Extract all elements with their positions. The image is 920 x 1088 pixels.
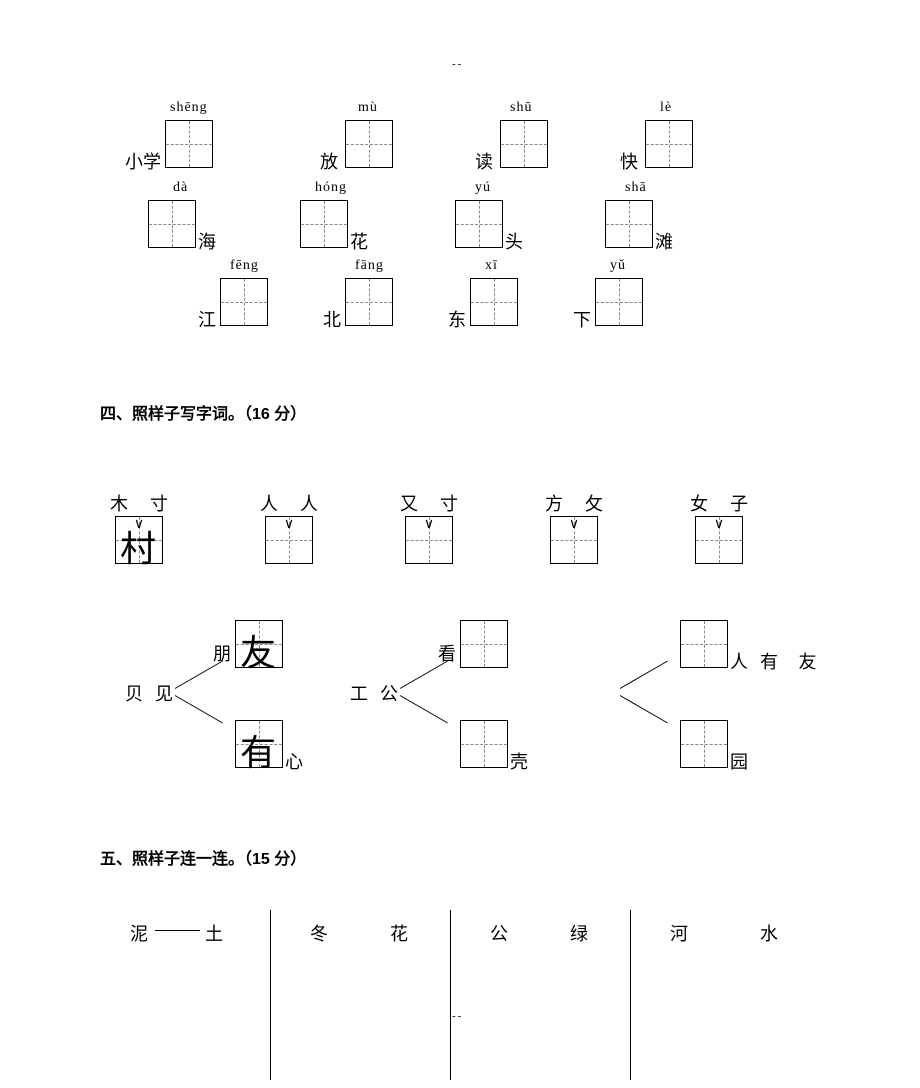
pair2-box[interactable]: ∨ xyxy=(405,516,453,564)
suffix-da: 海 xyxy=(198,228,216,254)
prefix-sheng: 小学 xyxy=(125,148,161,174)
pair3-box[interactable]: ∨ xyxy=(550,516,598,564)
box-da[interactable] xyxy=(148,200,196,248)
s5-c2-b: 绿 xyxy=(570,920,588,946)
pair0-filled: 村 xyxy=(120,520,156,572)
g0-top-suffix: 朋 xyxy=(213,640,231,666)
prefix-yu3: 下 xyxy=(573,306,591,332)
g1-left-b: 公 xyxy=(380,680,398,706)
suffix-yu: 头 xyxy=(505,228,523,254)
g2-bot-box[interactable] xyxy=(680,720,728,768)
g0-left-b: 见 xyxy=(155,680,173,706)
pair0-a: 木 xyxy=(110,490,128,516)
g2-top-box[interactable] xyxy=(680,620,728,668)
g1-top-box[interactable] xyxy=(460,620,508,668)
pinyin-sheng: shēng xyxy=(170,100,208,116)
g0-line-top xyxy=(175,661,223,689)
s5-c2-a: 公 xyxy=(490,920,508,946)
g1-bot-suffix: 壳 xyxy=(510,748,528,774)
pinyin-le: lè xyxy=(660,100,672,116)
box-feng[interactable] xyxy=(220,278,268,326)
box-hong[interactable] xyxy=(300,200,348,248)
pinyin-xi: xī xyxy=(485,258,498,274)
pair2-b: 寸 xyxy=(440,490,458,516)
prefix-feng: 江 xyxy=(198,306,216,332)
page-dash-top: -- xyxy=(452,58,463,70)
pinyin-yu3: yǔ xyxy=(610,258,626,274)
g1-line-bot xyxy=(400,695,448,723)
pinyin-sha: shā xyxy=(625,180,647,196)
pair0-b: 寸 xyxy=(150,490,168,516)
s5-c0-line xyxy=(155,930,200,931)
prefix-fang: 北 xyxy=(323,306,341,332)
s5-divider-2 xyxy=(630,910,631,1080)
g0-top-filled: 友 xyxy=(240,624,276,676)
box-yu3[interactable] xyxy=(595,278,643,326)
box-fang[interactable] xyxy=(345,278,393,326)
s5-c0-a: 泥 xyxy=(130,920,148,946)
suffix-sha: 滩 xyxy=(655,228,673,254)
pinyin-fang: fāng xyxy=(355,258,384,274)
box-xi[interactable] xyxy=(470,278,518,326)
g1-top-suffix: 看 xyxy=(438,640,456,666)
g2-top-suffix: 人 xyxy=(730,648,748,674)
pinyin-feng: fēng xyxy=(230,258,259,274)
prefix-shu: 读 xyxy=(475,148,493,174)
box-sheng[interactable] xyxy=(165,120,213,168)
prefix-xi: 东 xyxy=(448,306,466,332)
prefix-mu: 放 xyxy=(320,148,338,174)
box-mu[interactable] xyxy=(345,120,393,168)
pair2-a: 又 xyxy=(400,490,418,516)
pair3-a: 方 xyxy=(545,490,563,516)
worksheet-page: -- shēng 小学 mù 放 shū 读 lè 快 dà 海 hóng 花 … xyxy=(0,0,920,1088)
g1-bot-box[interactable] xyxy=(460,720,508,768)
box-yu[interactable] xyxy=(455,200,503,248)
pair4-box[interactable]: ∨ xyxy=(695,516,743,564)
pinyin-hong: hóng xyxy=(315,180,347,196)
pair1-b: 人 xyxy=(300,490,318,516)
prefix-le: 快 xyxy=(620,148,638,174)
s5-c1-b: 花 xyxy=(390,920,408,946)
g0-bot-filled: 有 xyxy=(240,724,276,776)
g2-line-top xyxy=(620,661,668,689)
g2-top-extra: 有 友 xyxy=(760,648,825,674)
pinyin-shu: shū xyxy=(510,100,532,116)
g0-line-bot xyxy=(175,695,223,723)
s5-c0-b: 土 xyxy=(205,920,223,946)
pair4-b: 子 xyxy=(730,490,748,516)
s5-c3-b: 水 xyxy=(760,920,778,946)
pinyin-mu: mù xyxy=(358,100,378,116)
g2-bot-suffix: 园 xyxy=(730,748,748,774)
pair1-box[interactable]: ∨ xyxy=(265,516,313,564)
g1-left-a: 工 xyxy=(350,680,368,706)
g2-line-bot xyxy=(620,695,668,723)
box-sha[interactable] xyxy=(605,200,653,248)
pair1-a: 人 xyxy=(260,490,278,516)
section4-title: 四、照样子写字词。（16 分） xyxy=(100,400,306,424)
s5-divider-1 xyxy=(450,910,451,1080)
g0-left-a: 贝 xyxy=(125,680,143,706)
section5-title: 五、照样子连一连。（15 分） xyxy=(100,845,306,869)
box-le[interactable] xyxy=(645,120,693,168)
pinyin-yu: yú xyxy=(475,180,491,196)
g1-line-top xyxy=(400,661,448,689)
s5-divider-0 xyxy=(270,910,271,1080)
page-dash-bottom: -- xyxy=(452,1010,463,1022)
suffix-hong: 花 xyxy=(350,228,368,254)
g0-bot-suffix: 心 xyxy=(285,748,303,774)
pair4-a: 女 xyxy=(690,490,708,516)
pinyin-da: dà xyxy=(173,180,188,196)
s5-c3-a: 河 xyxy=(670,920,688,946)
box-shu[interactable] xyxy=(500,120,548,168)
pair3-b: 攵 xyxy=(585,490,603,516)
s5-c1-a: 冬 xyxy=(310,920,328,946)
